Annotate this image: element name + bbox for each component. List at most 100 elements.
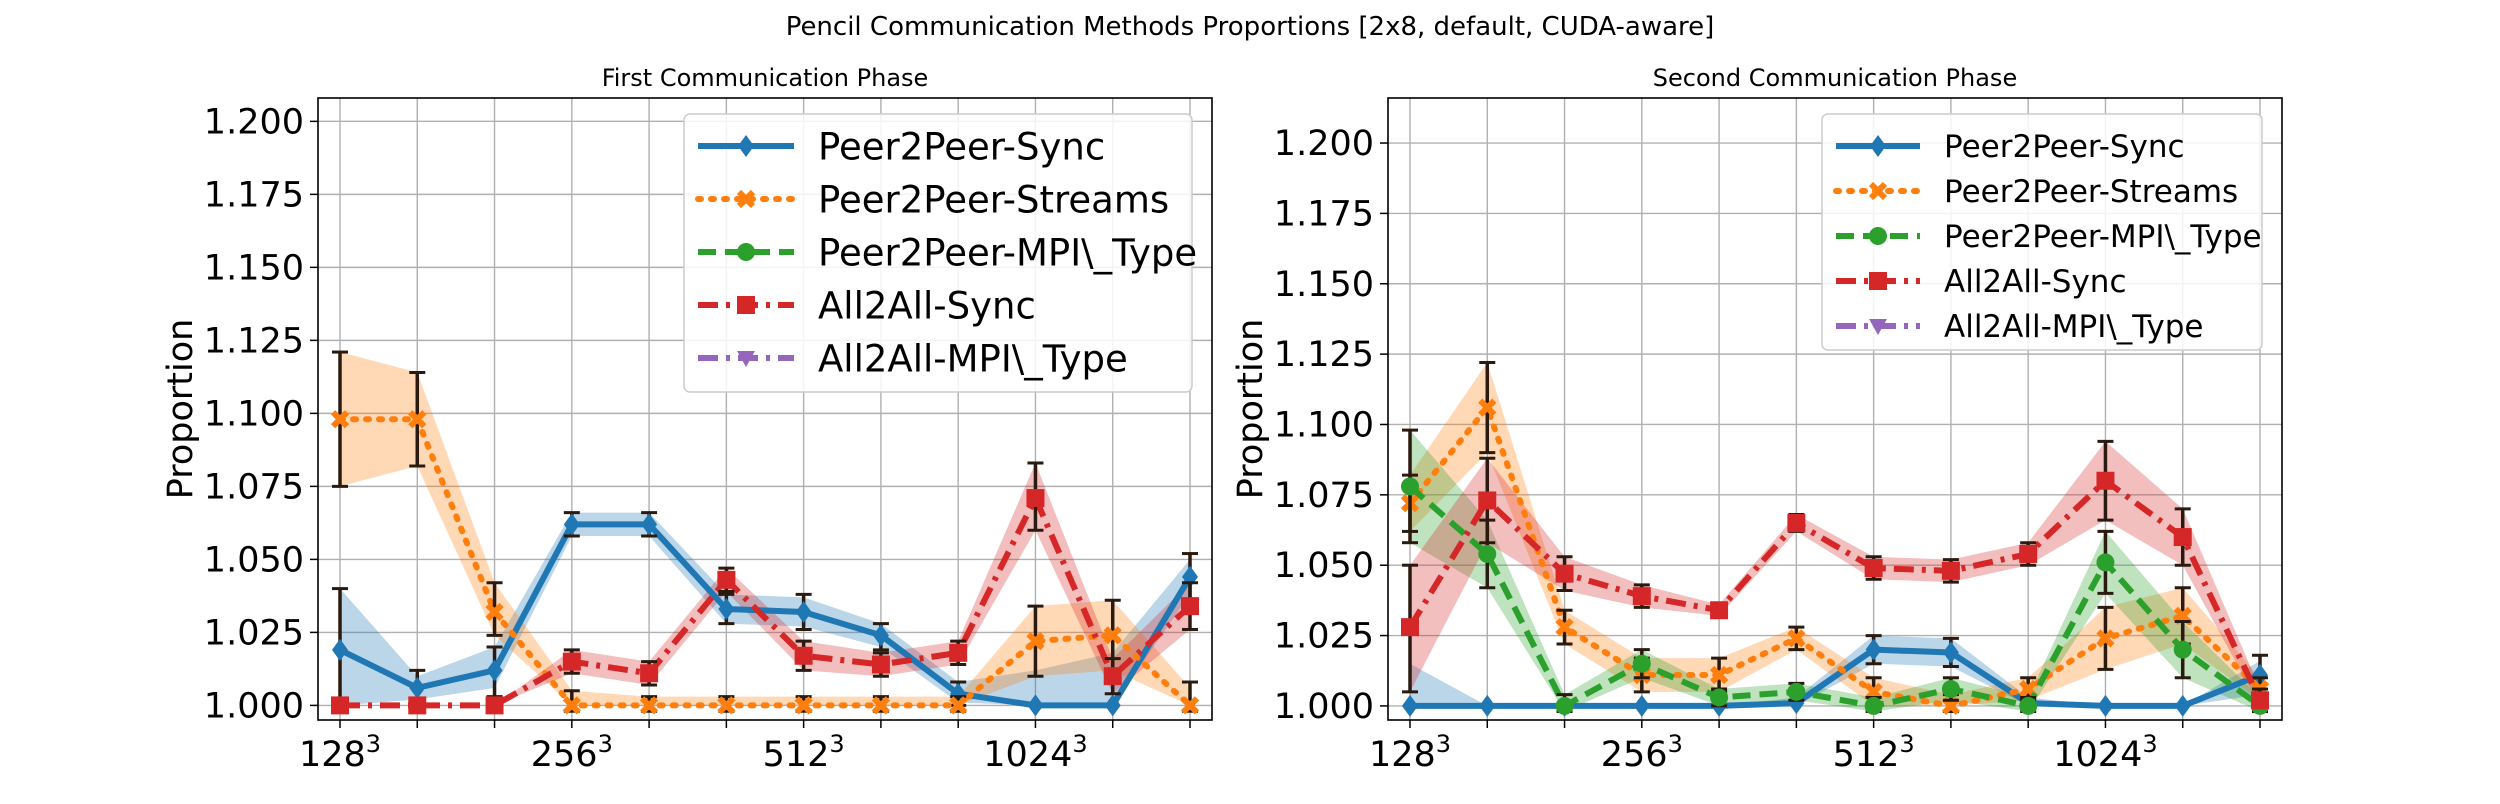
data-point-peer2peer-streams: [1026, 632, 1045, 651]
data-point-peer2peer-mpi-type: [1401, 477, 1419, 496]
data-point-peer2peer-mpi-type: [2096, 553, 2115, 572]
legend-label: Peer2Peer-MPI\_Type: [1944, 219, 2262, 255]
data-point-peer2peer-mpi-type: [1941, 680, 1960, 699]
data-point-all2all-sync: [2096, 471, 2115, 490]
data-point-all2all-sync: [1864, 559, 1883, 578]
data-point-peer2peer-sync: [1479, 694, 1496, 717]
legend: Peer2Peer-Sync Peer2Peer-Streams Peer2Peer…: [1821, 113, 2263, 351]
line-peer2peer-mpi-type: [1408, 484, 2262, 709]
line-peer2peer-streams: [1407, 404, 2263, 709]
legend-marker: [1869, 272, 1887, 290]
legend-box: [683, 113, 1193, 393]
legend: Peer2Peer-Sync Peer2Peer-Streams Peer2Peer…: [683, 113, 1197, 393]
y-tick-label: 1.100: [1274, 405, 1374, 445]
data-point-peer2peer-sync: [872, 624, 889, 647]
legend-marker: [1868, 181, 1888, 201]
x-tick-label: 1283: [1369, 730, 1451, 775]
series-all2all-sync: [331, 461, 1199, 715]
data-point-all2all-sync: [1478, 491, 1497, 510]
band-peer2peer-streams: [1410, 362, 2260, 706]
data-point-peer2peer-sync: [332, 638, 348, 661]
data-point-peer2peer-mpi-type: [2019, 696, 2038, 715]
data-point-all2all-sync: [794, 646, 813, 665]
data-point-all2all-sync: [2019, 544, 2038, 563]
y-tick-label: 1.125: [1274, 335, 1374, 375]
legend-marker: [738, 135, 754, 157]
data-point-all2all-sync: [331, 696, 349, 715]
y-tick-label: 1.150: [204, 248, 304, 288]
series-peer2peer-mpi-type: [1401, 428, 2269, 715]
data-point-peer2peer-streams: [1787, 629, 1806, 648]
data-point-all2all-sync: [871, 655, 890, 674]
legend-label: Peer2Peer-MPI\_Type: [818, 231, 1197, 274]
data-point-all2all-sync: [485, 696, 504, 715]
series-peer2peer-streams: [1400, 361, 2270, 716]
data-point-all2all-sync: [2251, 691, 2269, 710]
data-point-all2all-sync: [1787, 513, 1806, 532]
data-point-peer2peer-sync: [1027, 694, 1044, 717]
y-tick-label: 1.200: [1274, 124, 1374, 164]
x-tick-label: 2563: [531, 730, 613, 775]
line-peer2peer-sync: [338, 521, 1193, 709]
data-point-peer2peer-streams: [330, 410, 350, 429]
data-point-peer2peer-sync: [1104, 694, 1121, 717]
legend-marker: [737, 296, 755, 314]
data-point-peer2peer-sync: [641, 513, 658, 536]
subplot-title: Second Communication Phase: [1653, 64, 2017, 92]
data-point-peer2peer-streams: [408, 410, 427, 429]
legend-label: Peer2Peer-Streams: [818, 178, 1169, 221]
confidence-bands: [1410, 362, 2260, 712]
data-point-peer2peer-mpi-type: [1787, 682, 1806, 701]
x-axis: 1283 2563 5123 10243: [1369, 720, 2261, 775]
x-tick-label: 10243: [2053, 730, 2157, 775]
x-tick-label: 5123: [1833, 730, 1915, 775]
legend-label: All2All-MPI\_Type: [818, 337, 1128, 380]
data-point-peer2peer-mpi-type: [2173, 640, 2192, 659]
data-point-peer2peer-mpi-type: [1555, 696, 1574, 715]
data-point-peer2peer-sync: [2174, 694, 2191, 717]
figure-title: Pencil Communication Methods Proportions…: [785, 12, 1715, 42]
legend-marker: [1870, 135, 1886, 157]
band-all2all-sync: [1410, 441, 2260, 706]
data-point-peer2peer-streams: [485, 602, 504, 622]
data-point-all2all-sync: [1026, 489, 1045, 508]
y-tick-label: 1.075: [1274, 476, 1374, 516]
band-peer2peer-streams: [340, 352, 1190, 706]
data-point-peer2peer-streams: [717, 696, 736, 715]
confidence-bands: [340, 352, 1190, 706]
data-point-peer2peer-streams: [949, 696, 968, 715]
y-tick-label: 1.175: [1274, 194, 1374, 234]
x-tick-label: 10243: [983, 730, 1087, 775]
data-point-peer2peer-sync: [1633, 694, 1650, 717]
data-point-peer2peer-mpi-type: [1710, 688, 1729, 707]
y-tick-label: 1.100: [204, 394, 304, 434]
data-point-peer2peer-streams: [1103, 626, 1122, 645]
data-point-all2all-sync: [640, 664, 659, 683]
x-axis: 1283 2563 5123 10243: [299, 720, 1191, 775]
legend-label: Peer2Peer-Sync: [1944, 129, 2185, 165]
legend-label: Peer2Peer-Sync: [818, 125, 1105, 168]
y-tick-label: 1.175: [204, 175, 304, 215]
data-point-peer2peer-sync: [486, 659, 503, 682]
y-tick-label: 1.150: [1274, 265, 1374, 305]
data-point-all2all-sync: [562, 652, 581, 671]
data-point-peer2peer-streams: [562, 696, 581, 715]
data-point-peer2peer-mpi-type: [1478, 544, 1497, 563]
plot-frame: [1387, 97, 2283, 721]
data-point-all2all-sync: [717, 570, 736, 589]
legend-label: All2All-Sync: [818, 284, 1036, 327]
y-axis-label: Proportion: [161, 319, 201, 500]
y-axis: 1.000 1.025 1.050 1.075 1.100 1.125 1.150 1.175…: [1274, 124, 1388, 727]
band-peer2peer-sync: [1410, 635, 2260, 706]
x-tick-label: 1283: [299, 730, 381, 775]
data-point-peer2peer-streams: [794, 696, 813, 715]
legend-marker: [737, 243, 755, 261]
data-point-peer2peer-sync: [795, 600, 812, 623]
legend-marker: [1869, 319, 1887, 335]
y-tick-label: 1.000: [204, 686, 304, 726]
data-point-peer2peer-mpi-type: [1632, 654, 1651, 673]
series-peer2peer-streams: [330, 350, 1200, 715]
data-point-all2all-sync: [1555, 564, 1574, 583]
data-point-peer2peer-sync: [1865, 638, 1882, 661]
